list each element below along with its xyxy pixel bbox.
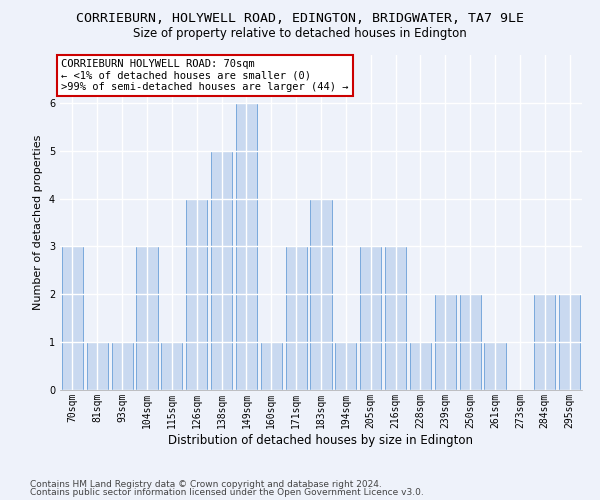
Text: CORRIEBURN HOLYWELL ROAD: 70sqm
← <1% of detached houses are smaller (0)
>99% of: CORRIEBURN HOLYWELL ROAD: 70sqm ← <1% of…: [61, 59, 349, 92]
Bar: [261, 342, 282, 390]
Text: Size of property relative to detached houses in Edington: Size of property relative to detached ho…: [133, 28, 467, 40]
Y-axis label: Number of detached properties: Number of detached properties: [34, 135, 43, 310]
Text: Contains HM Land Registry data © Crown copyright and database right 2024.: Contains HM Land Registry data © Crown c…: [30, 480, 382, 489]
Bar: [236, 103, 257, 390]
Bar: [435, 294, 456, 390]
Bar: [534, 294, 555, 390]
Bar: [112, 342, 133, 390]
Bar: [211, 150, 232, 390]
Bar: [87, 342, 108, 390]
Bar: [360, 246, 381, 390]
Bar: [484, 342, 506, 390]
Bar: [310, 198, 332, 390]
Bar: [460, 294, 481, 390]
Bar: [559, 294, 580, 390]
Bar: [161, 342, 182, 390]
Bar: [62, 246, 83, 390]
Text: CORRIEBURN, HOLYWELL ROAD, EDINGTON, BRIDGWATER, TA7 9LE: CORRIEBURN, HOLYWELL ROAD, EDINGTON, BRI…: [76, 12, 524, 26]
Bar: [136, 246, 158, 390]
Text: Contains public sector information licensed under the Open Government Licence v3: Contains public sector information licen…: [30, 488, 424, 497]
Bar: [335, 342, 356, 390]
Bar: [186, 198, 207, 390]
Bar: [410, 342, 431, 390]
Bar: [286, 246, 307, 390]
X-axis label: Distribution of detached houses by size in Edington: Distribution of detached houses by size …: [169, 434, 473, 446]
Bar: [385, 246, 406, 390]
